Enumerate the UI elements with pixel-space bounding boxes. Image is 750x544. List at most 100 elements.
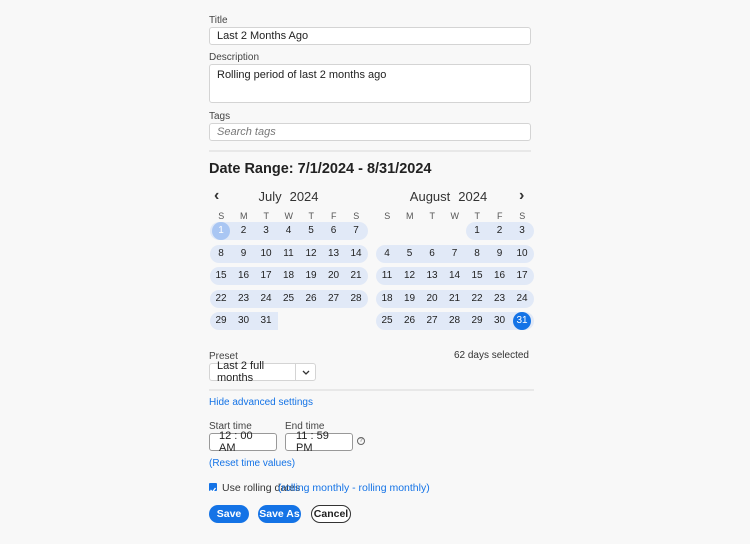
calendar-day[interactable]: 5 — [300, 222, 323, 240]
day-number: 31 — [513, 312, 531, 330]
save-as-button[interactable]: Save As — [258, 505, 301, 523]
calendar-day[interactable]: 29 — [466, 312, 489, 330]
day-number: 20 — [327, 270, 340, 281]
prev-month-button[interactable]: ‹ — [214, 187, 219, 205]
calendar-day[interactable]: 14 — [443, 267, 466, 285]
calendar-day[interactable]: 26 — [300, 290, 323, 308]
day-number: 30 — [237, 315, 250, 326]
title-input[interactable]: Last 2 Months Ago — [209, 27, 531, 45]
calendar-day[interactable]: 13 — [322, 245, 345, 263]
calendar-day[interactable]: 15 — [466, 267, 489, 285]
calendar-day[interactable]: 22 — [210, 290, 233, 308]
day-number: 2 — [496, 225, 503, 236]
calendar-day[interactable]: 25 — [277, 290, 300, 308]
day-number: 12 — [305, 248, 317, 259]
calendar-day[interactable]: 10 — [511, 245, 534, 263]
calendar-day[interactable]: 9 — [232, 245, 255, 263]
calendar-day-range-end[interactable]: 31 — [511, 312, 534, 330]
calendar-day[interactable]: 30 — [232, 312, 255, 330]
day-number: 28 — [448, 315, 461, 326]
day-number: 10 — [516, 248, 528, 259]
calendar-day[interactable]: 4 — [277, 222, 300, 240]
day-number: 26 — [403, 315, 416, 326]
calendar-day[interactable]: 24 — [255, 290, 278, 308]
end-time-label: End time — [285, 421, 325, 432]
chevron-down-icon[interactable] — [295, 364, 315, 380]
rolling-checkbox[interactable] — [209, 483, 217, 493]
day-number: 5 — [308, 225, 314, 236]
calendar-day[interactable]: 9 — [488, 245, 511, 263]
calendar-day[interactable]: 12 — [300, 245, 323, 263]
weekday-label: M — [406, 211, 414, 221]
calendar-day-range-start[interactable]: 1 — [210, 222, 233, 240]
calendar-day[interactable]: 2 — [488, 222, 511, 240]
calendar-day[interactable]: 7 — [345, 222, 368, 240]
calendar-day[interactable]: 27 — [421, 312, 444, 330]
help-icon[interactable]: ? — [357, 437, 365, 445]
calendar-day[interactable]: 23 — [488, 290, 511, 308]
calendar-day[interactable]: 23 — [232, 290, 255, 308]
calendar-day[interactable]: 10 — [255, 245, 278, 263]
calendar-day[interactable]: 7 — [443, 245, 466, 263]
reset-time-link[interactable]: (Reset time values) — [209, 458, 296, 469]
calendar-day[interactable]: 13 — [421, 267, 444, 285]
preset-select[interactable]: Last 2 full months — [209, 360, 316, 384]
calendar-day[interactable]: 6 — [322, 222, 345, 240]
day-number: 6 — [429, 248, 435, 259]
day-number: 3 — [519, 225, 525, 236]
calendar-day[interactable]: 3 — [255, 222, 278, 240]
tags-input[interactable]: Search tags — [209, 123, 531, 141]
calendar-day[interactable]: 18 — [376, 290, 399, 308]
day-number: 19 — [403, 293, 416, 304]
calendar-day[interactable]: 31 — [255, 312, 278, 330]
calendar-day[interactable]: 24 — [511, 290, 534, 308]
calendar-day[interactable]: 16 — [232, 267, 255, 285]
day-number: 20 — [426, 293, 438, 304]
calendar-day[interactable]: 20 — [322, 267, 345, 285]
calendar-day[interactable]: 27 — [322, 290, 345, 308]
calendar-day[interactable]: 17 — [511, 267, 534, 285]
calendar-day[interactable]: 28 — [443, 312, 466, 330]
year: 2024 — [289, 189, 319, 204]
day-number: 14 — [448, 270, 461, 281]
calendar-day[interactable]: 29 — [210, 312, 233, 330]
calendar-day[interactable]: 18 — [277, 267, 300, 285]
calendar-day[interactable]: 26 — [398, 312, 421, 330]
calendar-day[interactable]: 19 — [398, 290, 421, 308]
calendar-day[interactable]: 8 — [466, 245, 489, 263]
hide-advanced-link[interactable]: Hide advanced settings — [209, 397, 313, 408]
calendar-day[interactable]: 17 — [255, 267, 278, 285]
calendar-day[interactable]: 6 — [421, 245, 444, 263]
calendar-day[interactable]: 14 — [345, 245, 368, 263]
calendar-day[interactable]: 19 — [300, 267, 323, 285]
calendar-day[interactable]: 25 — [376, 312, 399, 330]
calendar-day[interactable]: 5 — [398, 245, 421, 263]
calendar-day[interactable]: 21 — [443, 290, 466, 308]
rolling-detail-link[interactable]: (rolling monthly - rolling monthly) — [278, 482, 430, 494]
cancel-button[interactable]: Cancel — [311, 505, 351, 523]
calendar-day[interactable]: 1 — [466, 222, 489, 240]
next-month-button[interactable]: › — [519, 187, 524, 205]
calendar-day[interactable]: 3 — [511, 222, 534, 240]
calendar-day[interactable]: 30 — [488, 312, 511, 330]
start-time-input[interactable]: 12 : 00 AM — [209, 430, 277, 454]
calendar-day[interactable]: 11 — [277, 245, 300, 263]
description-textarea[interactable]: Rolling period of last 2 months ago — [209, 64, 531, 103]
calendar-day[interactable]: 21 — [345, 267, 368, 285]
calendar-day[interactable]: 22 — [466, 290, 489, 308]
calendar-day[interactable]: 4 — [376, 245, 399, 263]
calendar-day[interactable]: 16 — [488, 267, 511, 285]
calendar-day[interactable]: 28 — [345, 290, 368, 308]
day-number: 17 — [516, 270, 528, 281]
end-time-input[interactable]: 11 : 59 PM — [285, 430, 353, 454]
calendar-day[interactable]: 20 — [421, 290, 444, 308]
day-number: 26 — [305, 293, 317, 304]
calendar-day[interactable]: 15 — [210, 267, 233, 285]
calendar-day[interactable]: 2 — [232, 222, 255, 240]
calendar-day[interactable]: 8 — [210, 245, 233, 263]
weekday-label: T — [263, 211, 270, 221]
day-number: 28 — [350, 293, 362, 304]
calendar-day[interactable]: 12 — [398, 267, 421, 285]
calendar-day[interactable]: 11 — [376, 267, 399, 285]
save-button[interactable]: Save — [209, 505, 249, 523]
